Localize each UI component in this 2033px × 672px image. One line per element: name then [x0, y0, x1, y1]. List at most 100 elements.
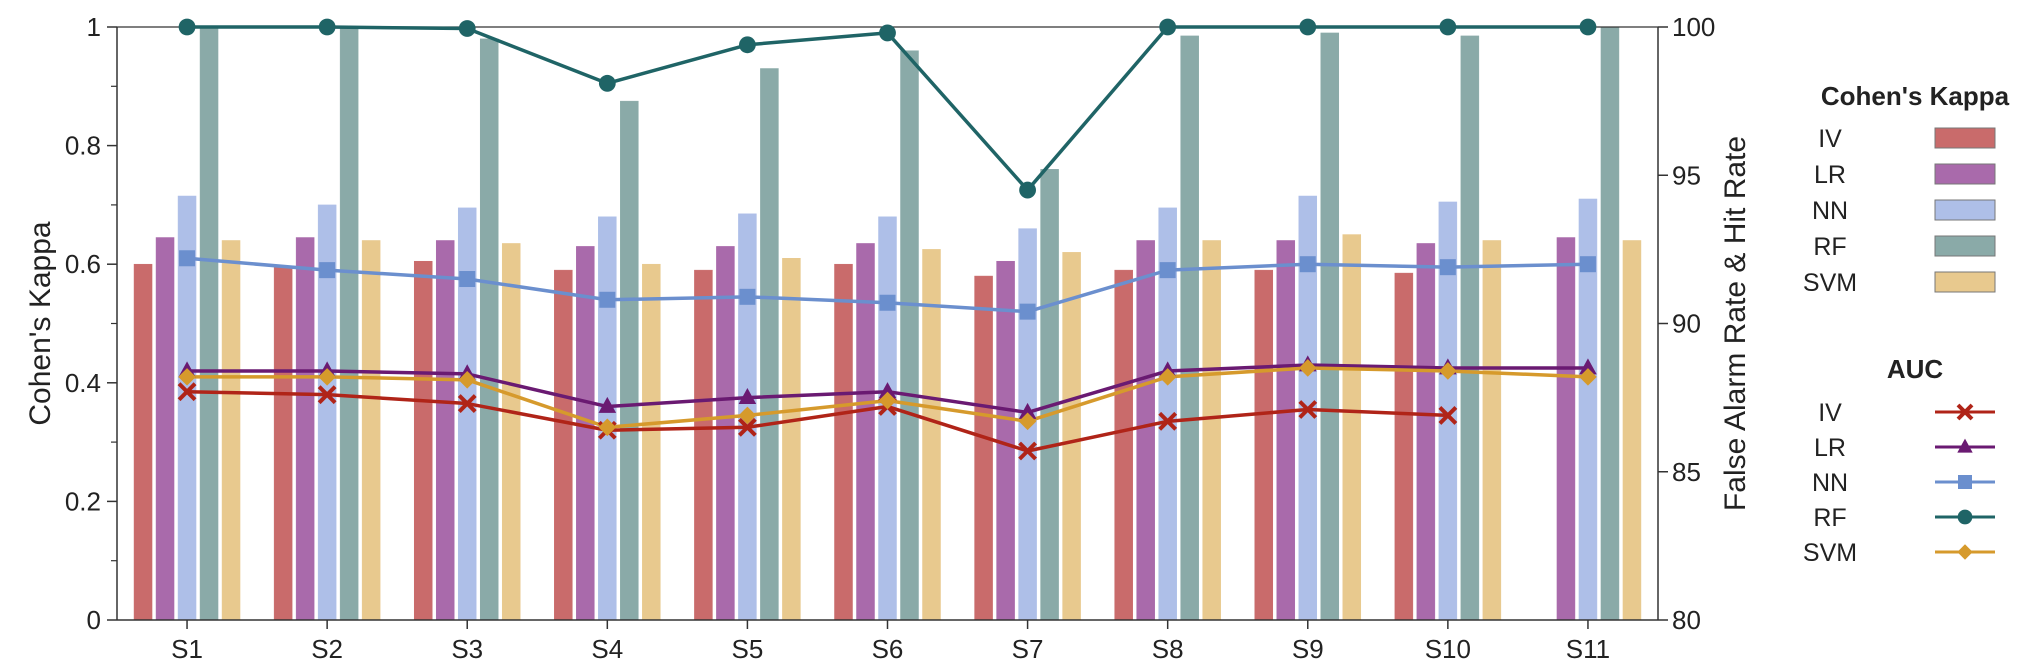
bar-nn-s4[interactable]	[598, 216, 617, 621]
bar-svm-s9[interactable]	[1342, 234, 1362, 621]
bar-rf-s8[interactable]	[1180, 35, 1199, 621]
point-rf-s8[interactable]	[1159, 18, 1177, 36]
bar-rf-s7[interactable]	[1040, 169, 1059, 621]
point-svm-s1[interactable]	[178, 368, 196, 386]
bar-rf-s9[interactable]	[1320, 32, 1340, 621]
point-svm-s6[interactable]	[878, 391, 897, 410]
point-nn-s6[interactable]	[879, 294, 896, 311]
point-svm-s10[interactable]	[1439, 362, 1457, 380]
point-svm-s11[interactable]	[1579, 368, 1597, 386]
bar-iv-s9[interactable]	[1254, 269, 1274, 621]
point-lr-s7[interactable]	[1018, 402, 1037, 419]
point-iv-s5[interactable]	[737, 417, 757, 437]
point-nn-s8[interactable]	[1159, 262, 1176, 279]
bar-iv-s3[interactable]	[413, 260, 433, 621]
left-tick-label: 0.6	[65, 249, 101, 279]
point-svm-s7[interactable]	[1018, 412, 1037, 431]
point-lr-s4[interactable]	[598, 396, 617, 413]
bar-rf-s4[interactable]	[620, 100, 639, 621]
point-rf-s9[interactable]	[1299, 18, 1317, 36]
point-rf-s10[interactable]	[1439, 18, 1457, 36]
bar-lr-s5[interactable]	[716, 246, 735, 621]
x-tick-label-s10: S10	[1425, 634, 1471, 664]
line-series-layer	[177, 18, 1597, 461]
point-nn-s4[interactable]	[599, 291, 616, 308]
bar-rf-s2[interactable]	[339, 26, 359, 621]
bar-iv-s10[interactable]	[1394, 272, 1414, 621]
bar-lr-s4[interactable]	[576, 246, 595, 621]
point-rf-s7[interactable]	[1019, 181, 1036, 199]
point-svm-s9[interactable]	[1298, 359, 1317, 377]
point-iv-s7[interactable]	[1018, 441, 1038, 461]
legend-marker-iv[interactable]	[1956, 403, 1974, 421]
bar-rf-s1[interactable]	[199, 26, 219, 621]
bar-svm-s5[interactable]	[782, 258, 801, 621]
point-iv-s1[interactable]	[177, 382, 197, 402]
right-tick-label: 85	[1672, 457, 1701, 487]
point-rf-s5[interactable]	[739, 36, 756, 54]
point-rf-s11[interactable]	[1579, 18, 1597, 36]
point-iv-s9[interactable]	[1298, 400, 1318, 419]
point-nn-s9[interactable]	[1299, 256, 1316, 273]
point-nn-s2[interactable]	[319, 262, 336, 279]
bar-rf-s5[interactable]	[760, 68, 779, 621]
point-svm-s4[interactable]	[598, 418, 617, 437]
point-nn-s3[interactable]	[459, 271, 476, 288]
bar-svm-s11[interactable]	[1622, 240, 1642, 621]
bar-svm-s3[interactable]	[501, 243, 521, 621]
point-nn-s7[interactable]	[1019, 303, 1036, 320]
bar-lr-s3[interactable]	[435, 240, 455, 621]
bar-lr-s9[interactable]	[1276, 240, 1296, 621]
point-rf-s2[interactable]	[318, 18, 336, 36]
bar-svm-s4[interactable]	[642, 263, 661, 621]
bar-svm-s1[interactable]	[221, 240, 241, 621]
bar-iv-s4[interactable]	[554, 269, 573, 621]
legend-marker-nn[interactable]	[1958, 475, 1972, 489]
bar-iv-s6[interactable]	[834, 263, 853, 621]
bar-nn-s3[interactable]	[457, 207, 477, 621]
legend-marker-rf[interactable]	[1957, 509, 1973, 525]
bar-iv-s7[interactable]	[974, 275, 993, 621]
point-rf-s6[interactable]	[879, 24, 896, 42]
bar-svm-s8[interactable]	[1202, 240, 1221, 621]
point-svm-s8[interactable]	[1158, 368, 1177, 386]
legend-label-line-rf: RF	[1813, 504, 1846, 532]
bar-nn-s6[interactable]	[878, 216, 897, 621]
bar-rf-s11[interactable]	[1600, 26, 1620, 621]
point-rf-s3[interactable]	[458, 20, 476, 37]
legend-marker-svm[interactable]	[1957, 544, 1973, 560]
point-iv-s2[interactable]	[317, 385, 337, 405]
bar-iv-s8[interactable]	[1114, 269, 1133, 621]
bar-iv-s5[interactable]	[694, 269, 713, 621]
point-iv-s3[interactable]	[457, 394, 477, 413]
point-nn-s5[interactable]	[739, 288, 756, 305]
bar-lr-s2[interactable]	[295, 237, 315, 621]
bar-lr-s8[interactable]	[1136, 240, 1155, 621]
bar-rf-s10[interactable]	[1460, 35, 1480, 621]
bar-iv-s2[interactable]	[273, 266, 293, 621]
point-svm-s5[interactable]	[738, 406, 757, 425]
bar-lr-s1[interactable]	[155, 237, 175, 621]
bar-svm-s7[interactable]	[1062, 252, 1081, 621]
point-iv-s8[interactable]	[1158, 411, 1178, 431]
bar-rf-s6[interactable]	[900, 50, 919, 621]
bar-svm-s2[interactable]	[361, 240, 381, 621]
point-rf-s4[interactable]	[598, 74, 616, 92]
legend-marker-lr[interactable]	[1957, 438, 1973, 453]
bar-iv-s1[interactable]	[133, 263, 153, 621]
point-rf-s1[interactable]	[178, 18, 196, 36]
point-lr-s6[interactable]	[878, 382, 897, 399]
point-lr-s5[interactable]	[738, 388, 757, 405]
bar-svm-s10[interactable]	[1482, 240, 1502, 621]
point-nn-s11[interactable]	[1579, 256, 1596, 273]
point-iv-s10[interactable]	[1438, 406, 1458, 425]
point-lr-s11[interactable]	[1579, 358, 1597, 375]
point-svm-s3[interactable]	[458, 371, 477, 389]
point-nn-s1[interactable]	[179, 250, 196, 267]
bar-lr-s11[interactable]	[1556, 237, 1576, 621]
bar-rf-s3[interactable]	[479, 38, 499, 621]
bar-lr-s10[interactable]	[1416, 243, 1436, 621]
point-svm-s2[interactable]	[318, 368, 336, 386]
point-nn-s10[interactable]	[1439, 259, 1456, 276]
